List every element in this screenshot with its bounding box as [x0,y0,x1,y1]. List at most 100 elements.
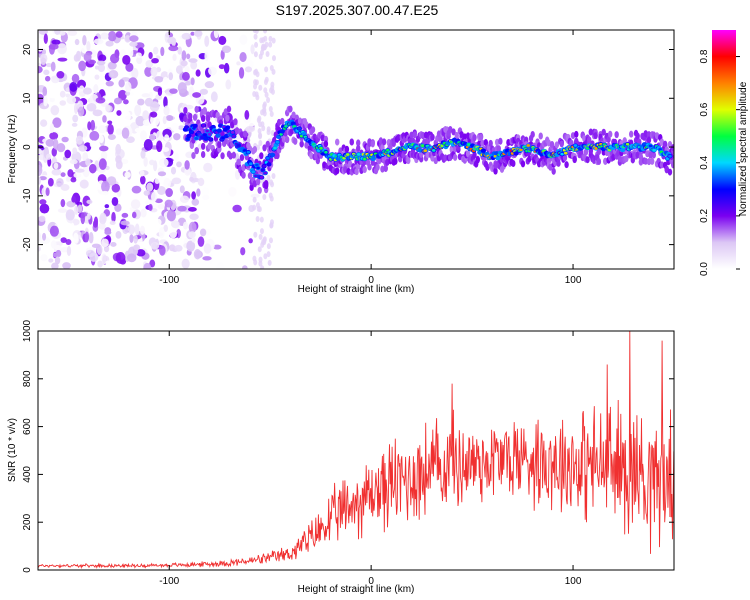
spectrogram-noise-cell [72,114,79,123]
spectrogram-noise-cell [168,72,174,81]
spectrogram-xtick-label: 100 [565,275,582,286]
spectrogram-noise-cell [57,57,68,62]
spectrogram-ridge-halo [223,108,228,116]
spectrogram-noise-cell [258,256,263,263]
spectrogram-noise-cell [84,206,94,214]
spectrogram-noise-cell [40,254,48,262]
spectrogram-ridge-halo [585,156,590,164]
spectrogram-ridge-peak [345,153,350,156]
spectrogram-ridge-peak [273,146,277,150]
spectrogram-ridge-peak [259,176,264,179]
spectrogram-ridge-halo [393,157,398,165]
spectrogram-noise-cell [105,40,114,47]
spectrogram-noise-cell [140,150,146,159]
spectrogram-noise-cell [141,93,151,98]
spectrogram-noise-cell [264,91,269,98]
spectrogram-noise-cell [223,62,230,74]
spectrogram-noise-cell [148,203,153,212]
spectrogram-ridge-peak [297,127,302,130]
spectrogram-noise-cell [263,79,268,86]
spectrogram-ridge-peak [642,142,647,146]
spectrogram-noise-cell [244,110,250,120]
spectrogram-xtick-label: 0 [368,275,374,286]
spectrogram-ridge-halo [646,131,652,139]
spectrogram-ridge-peak [625,142,630,146]
spectrogram-noise-cell [45,63,52,68]
spectrogram-noise-cell [125,62,134,72]
spectrogram-noise-cell [71,122,78,127]
spectrogram-noise-cell [102,115,107,123]
spectrogram-ridge-peak [668,154,672,158]
spectrogram-noise-cell [157,87,163,96]
spectrogram-noise-cell [188,231,196,239]
spectrogram-ridge-halo [433,157,438,165]
spectrogram-ridge-halo [259,152,264,160]
spectrogram-noise-cell [115,128,123,136]
spectrogram-noise-cell [104,204,110,209]
spectrogram-noise-cell [150,241,160,250]
spectrogram-ridge-halo [472,134,477,142]
spectrogram-ridge-halo [443,154,448,162]
spectrogram-ridge-halo [370,140,375,148]
spectrogram-noise-cell [38,231,42,242]
spectrogram-noise-cell [82,35,87,46]
spectrogram-noise-cell [174,244,183,252]
spectrogram-noise-cell [178,112,185,120]
spectrogram-noise-cell [250,44,255,55]
spectrogram-noise-cell [105,80,114,87]
spectrogram-ridge-halo [280,117,285,125]
spectrogram-noise-cell [193,30,203,37]
spectrogram-noise-cell [86,41,91,52]
spectrogram-noise-cell [78,145,88,152]
spectrogram-noise-cell [49,123,55,134]
spectrogram-noise-cell [107,61,117,70]
spectrogram-ridge-halo [275,152,280,160]
spectrogram-noise-cell [262,236,267,243]
spectrogram-noise-cell [74,38,80,46]
spectrogram-ridge-peak [526,144,531,147]
spectrogram-noise-cell [115,251,126,264]
spectrogram-noise-cell [134,104,142,117]
spectrogram-ridge-peak [186,137,190,141]
spectrogram-noise-cell [258,233,263,240]
spectrogram-noise-cell [120,220,130,226]
spectrogram-noise-cell [50,105,60,116]
spectrogram-noise-cell [253,51,258,58]
spectrogram-noise-cell [107,30,117,42]
spectrogram-noise-cell [100,150,108,161]
snr-xtick-label: 100 [565,576,582,587]
spectrogram-ridge-halo [420,131,426,139]
spectrogram-ridge-halo [367,163,372,171]
spectrogram-ridge-peak [255,163,259,167]
spectrogram-noise-cell [259,216,264,223]
spectrogram-noise-cell [191,198,200,206]
spectrogram-ridge-peak [356,152,361,156]
spectrogram-noise-cell [97,260,103,268]
spectrogram-noise-cell [176,161,182,168]
spectrogram-ridge-halo [323,140,329,148]
spectrogram-noise-cell [157,203,165,210]
spectrogram-noise-cell [45,187,50,197]
spectrogram-noise-cell [264,66,269,73]
spectrogram-noise-cell [244,66,253,73]
spectrogram-noise-cell [53,162,59,170]
spectrogram-ridge-halo [574,130,579,138]
spectrogram-ridge-halo [307,145,312,153]
spectrogram-noise-cell [177,46,183,55]
spectrogram-noise-cell [190,60,198,70]
spectrogram-noise-cell [89,94,99,106]
spectrogram-noise-cell [115,143,122,155]
spectrogram-ridge-halo [588,128,594,136]
spectrogram-noise-cell [225,79,232,90]
spectrogram-ridge-halo [192,113,198,121]
spectrogram-ridge-halo [564,161,569,169]
spectrogram-noise-cell [181,32,192,40]
spectrogram-ridge-halo [622,137,627,145]
spectrogram-ridge-peak [232,134,236,138]
spectrogram-ridge-halo [231,151,237,159]
spectrogram-noise-cell [254,41,259,48]
spectrogram-ridge-halo [483,139,489,147]
spectrogram-noise-cell [118,89,127,101]
